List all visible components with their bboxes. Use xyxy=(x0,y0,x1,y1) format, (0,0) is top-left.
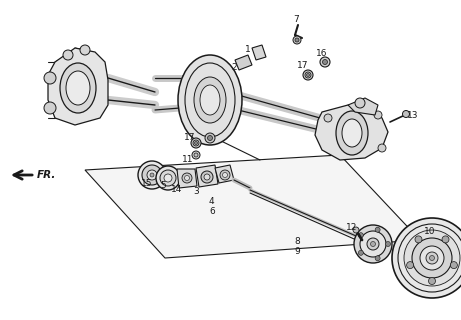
Circle shape xyxy=(305,72,311,78)
Text: 1: 1 xyxy=(245,45,251,54)
Ellipse shape xyxy=(200,85,220,115)
Circle shape xyxy=(450,262,457,268)
Circle shape xyxy=(220,170,230,180)
Circle shape xyxy=(293,36,301,44)
Circle shape xyxy=(307,74,309,76)
Circle shape xyxy=(138,161,166,189)
Polygon shape xyxy=(252,45,266,60)
Text: 16: 16 xyxy=(316,49,328,58)
Text: 12: 12 xyxy=(346,223,358,233)
Circle shape xyxy=(415,236,422,243)
Circle shape xyxy=(44,102,56,114)
Circle shape xyxy=(182,173,192,183)
Ellipse shape xyxy=(178,55,242,145)
Text: FR.: FR. xyxy=(37,170,56,180)
Circle shape xyxy=(426,252,438,264)
Circle shape xyxy=(392,218,461,298)
Polygon shape xyxy=(315,105,388,160)
Circle shape xyxy=(404,230,460,286)
Circle shape xyxy=(360,231,386,257)
Circle shape xyxy=(374,111,382,119)
Ellipse shape xyxy=(66,71,90,105)
Circle shape xyxy=(201,171,213,183)
Text: 8: 8 xyxy=(294,237,300,246)
Circle shape xyxy=(223,172,227,178)
Circle shape xyxy=(80,45,90,55)
Circle shape xyxy=(358,233,363,238)
Ellipse shape xyxy=(60,63,96,113)
Text: 4: 4 xyxy=(208,197,214,206)
Circle shape xyxy=(371,242,376,246)
Circle shape xyxy=(207,135,213,140)
Circle shape xyxy=(204,174,210,180)
Circle shape xyxy=(367,238,379,250)
Polygon shape xyxy=(177,169,197,188)
Circle shape xyxy=(195,141,197,145)
Circle shape xyxy=(407,262,414,268)
Polygon shape xyxy=(348,98,378,115)
Circle shape xyxy=(442,236,449,243)
Ellipse shape xyxy=(342,119,362,147)
Circle shape xyxy=(375,256,380,261)
Circle shape xyxy=(358,250,363,255)
Circle shape xyxy=(147,170,157,180)
Circle shape xyxy=(353,227,359,233)
Circle shape xyxy=(295,38,299,42)
Circle shape xyxy=(320,57,330,67)
Text: 5: 5 xyxy=(160,180,166,189)
Polygon shape xyxy=(215,165,234,183)
Circle shape xyxy=(355,98,365,108)
Circle shape xyxy=(402,110,409,117)
Circle shape xyxy=(354,225,392,263)
Circle shape xyxy=(150,173,154,177)
Text: 9: 9 xyxy=(294,247,300,257)
Text: 6: 6 xyxy=(209,207,215,217)
Text: 14: 14 xyxy=(171,186,183,195)
Text: 2: 2 xyxy=(231,62,237,71)
Circle shape xyxy=(205,133,215,143)
Circle shape xyxy=(324,114,332,122)
Text: 11: 11 xyxy=(182,156,194,164)
Text: 13: 13 xyxy=(407,111,419,121)
Circle shape xyxy=(184,175,189,180)
Text: 17: 17 xyxy=(184,133,196,142)
Circle shape xyxy=(156,166,180,190)
Circle shape xyxy=(160,170,176,186)
Circle shape xyxy=(420,246,444,270)
Circle shape xyxy=(429,277,436,284)
Ellipse shape xyxy=(194,77,226,123)
Text: 3: 3 xyxy=(193,188,199,196)
Circle shape xyxy=(164,174,172,182)
Polygon shape xyxy=(85,155,420,258)
Circle shape xyxy=(44,72,56,84)
Text: 10: 10 xyxy=(424,228,436,236)
Circle shape xyxy=(191,138,201,148)
Circle shape xyxy=(430,255,435,260)
Ellipse shape xyxy=(336,111,368,155)
Circle shape xyxy=(375,227,380,232)
Circle shape xyxy=(194,153,198,157)
Polygon shape xyxy=(48,48,108,125)
Circle shape xyxy=(378,144,386,152)
Text: 17: 17 xyxy=(297,61,309,70)
Polygon shape xyxy=(196,165,218,187)
Circle shape xyxy=(412,238,452,278)
Circle shape xyxy=(385,242,390,246)
Circle shape xyxy=(193,140,199,146)
Circle shape xyxy=(142,165,162,185)
Text: 15: 15 xyxy=(141,179,153,188)
Circle shape xyxy=(63,50,73,60)
Polygon shape xyxy=(235,55,252,70)
Circle shape xyxy=(192,151,200,159)
Text: 7: 7 xyxy=(293,15,299,25)
Circle shape xyxy=(303,70,313,80)
Circle shape xyxy=(323,60,327,65)
